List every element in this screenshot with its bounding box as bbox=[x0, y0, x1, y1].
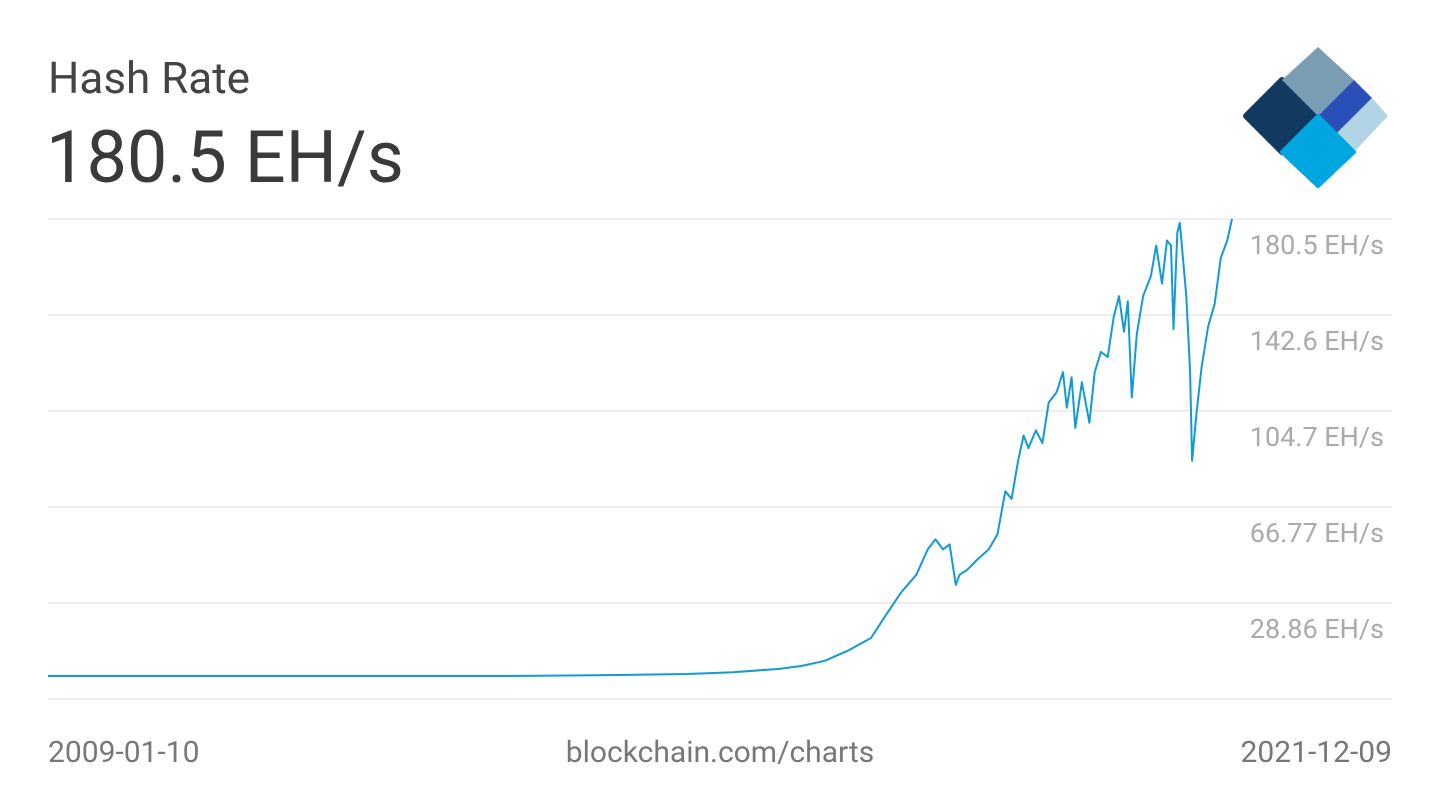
y-tick-label: 142.6 EH/s bbox=[1250, 325, 1384, 357]
x-end-label: 2021-12-09 bbox=[1241, 735, 1392, 770]
logo-tile bbox=[1336, 98, 1388, 152]
chart-title: Hash Rate bbox=[48, 52, 250, 104]
logo bbox=[1243, 47, 1388, 188]
y-tick-label: 28.86 EH/s bbox=[1250, 613, 1384, 645]
logo-tile bbox=[1282, 47, 1354, 116]
data-line bbox=[48, 218, 1233, 677]
logo-tile bbox=[1280, 114, 1356, 188]
y-tick-label: 66.77 EH/s bbox=[1250, 517, 1384, 549]
logo-tile bbox=[1318, 80, 1372, 134]
x-start-label: 2009-01-10 bbox=[48, 735, 199, 770]
y-tick-label: 180.5 EH/s bbox=[1250, 229, 1384, 261]
y-tick-label: 104.7 EH/s bbox=[1250, 421, 1384, 453]
source: blockchain.com/charts bbox=[566, 735, 874, 770]
current-value: 180.5 EH/s bbox=[46, 115, 404, 200]
